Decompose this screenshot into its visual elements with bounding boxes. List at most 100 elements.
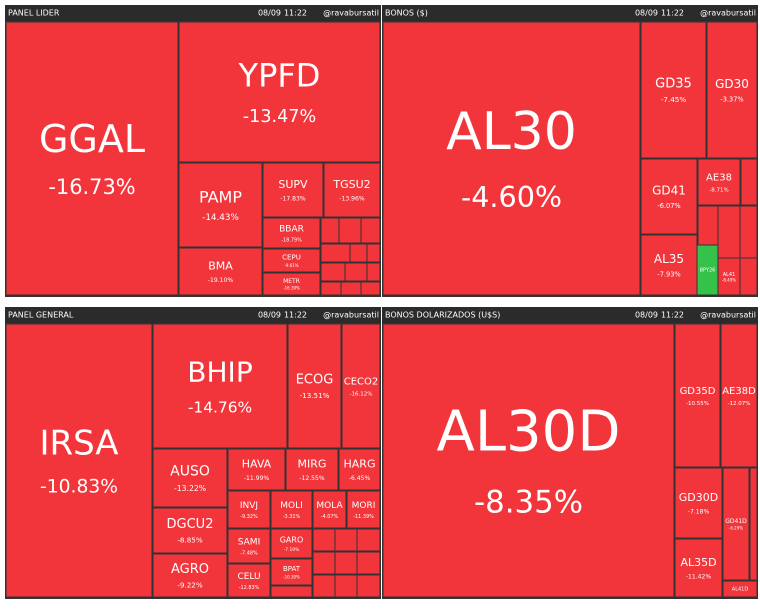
tile-label: AL30 bbox=[446, 102, 577, 162]
tile bbox=[674, 538, 723, 598]
tile-change: -3.31% bbox=[283, 514, 301, 520]
tile bbox=[341, 323, 381, 449]
small-tile bbox=[320, 217, 340, 244]
tile bbox=[227, 490, 271, 529]
tile bbox=[270, 490, 313, 529]
panel-title: BONOS ($) bbox=[385, 9, 428, 18]
tile bbox=[152, 507, 228, 554]
tile bbox=[640, 21, 707, 159]
tile-change: -7.45% bbox=[661, 95, 686, 104]
small-tile bbox=[270, 585, 313, 598]
small-tile bbox=[360, 217, 381, 244]
tile bbox=[722, 467, 750, 581]
tile-change: -8.35% bbox=[474, 485, 583, 521]
tile bbox=[227, 563, 271, 598]
small-tile bbox=[739, 257, 758, 296]
tile bbox=[338, 448, 381, 491]
tile bbox=[262, 248, 321, 273]
tile-label: SUPV bbox=[278, 178, 308, 191]
small-tile bbox=[356, 574, 381, 598]
tile bbox=[674, 323, 721, 468]
panel-header bbox=[5, 5, 381, 21]
tile-label: SAMI bbox=[238, 537, 260, 547]
small-tile bbox=[356, 551, 381, 575]
small-tile bbox=[320, 243, 351, 263]
tile-change: -13.96% bbox=[339, 196, 364, 203]
tile-label: AL35D bbox=[680, 556, 716, 569]
tile-change: -3.37% bbox=[720, 95, 743, 103]
tile-label: AL41 bbox=[723, 272, 736, 278]
small-tile bbox=[740, 158, 758, 206]
tile-change: -12.07% bbox=[728, 401, 751, 407]
tile-label: GD35 bbox=[655, 77, 692, 92]
panel-handle: @ravabursatil bbox=[323, 311, 379, 320]
tile bbox=[697, 158, 741, 206]
small-tile bbox=[366, 243, 381, 263]
tile bbox=[270, 558, 313, 586]
tile-change: -10.30% bbox=[283, 574, 300, 579]
tile-label: BPY26 bbox=[700, 268, 716, 274]
tile bbox=[287, 323, 342, 449]
panel-title: PANEL GENERAL bbox=[8, 311, 74, 320]
tile-label: HARG bbox=[344, 458, 376, 471]
tile-label: IRSA bbox=[39, 424, 118, 464]
tile-label: TGSU2 bbox=[332, 178, 370, 191]
tile-change: -4.60% bbox=[461, 180, 562, 214]
tile-change: -4.07% bbox=[321, 514, 339, 520]
tile-change: -14.76% bbox=[188, 398, 252, 416]
small-tile bbox=[312, 574, 336, 598]
tile-change: -7.18% bbox=[688, 509, 710, 516]
small-tile bbox=[338, 217, 362, 244]
tile-label: AGRO bbox=[171, 562, 209, 577]
tile-label: AE38D bbox=[722, 386, 756, 397]
tile bbox=[262, 272, 321, 296]
tile-change: -13.22% bbox=[174, 484, 206, 493]
tile bbox=[674, 467, 723, 539]
tile bbox=[152, 553, 228, 598]
tile-label: CELU bbox=[237, 572, 260, 582]
tile-label: BBAR bbox=[279, 224, 304, 234]
small-tile bbox=[360, 281, 381, 296]
tile-change: -10.55% bbox=[686, 401, 709, 407]
tile bbox=[323, 162, 381, 218]
tile bbox=[152, 448, 228, 508]
tile-change: -10.83% bbox=[40, 477, 118, 498]
tile-label: AL30D bbox=[437, 399, 621, 464]
tile-label: METR bbox=[283, 278, 300, 285]
tile bbox=[706, 21, 758, 159]
panel-handle: @ravabursatil bbox=[323, 9, 379, 18]
panel-date: 08/09 bbox=[635, 311, 658, 320]
tile-change: -16.39% bbox=[283, 286, 300, 291]
tile bbox=[262, 162, 324, 218]
tile-change: -8.49% bbox=[722, 277, 736, 282]
small-tile bbox=[340, 281, 362, 296]
tile-change: -17.83% bbox=[280, 196, 305, 203]
tile-label: AL35 bbox=[654, 252, 684, 266]
small-tile bbox=[312, 528, 336, 552]
panel-date: 08/09 bbox=[258, 311, 281, 320]
panel-handle: @ravabursatil bbox=[700, 311, 756, 320]
tile-change: -12.83% bbox=[239, 585, 260, 591]
tile-change: -8.85% bbox=[177, 536, 202, 545]
tile bbox=[178, 247, 263, 296]
tile-label: GARO bbox=[280, 535, 304, 544]
tile-label: YPFD bbox=[238, 57, 321, 95]
panel-date: 08/09 bbox=[258, 9, 281, 18]
small-tile bbox=[749, 467, 758, 581]
tile bbox=[270, 528, 313, 559]
small-tile bbox=[349, 243, 368, 263]
tile-label: PAMP bbox=[199, 187, 242, 206]
tile-change: -6.45% bbox=[349, 475, 371, 482]
tile-change: -9.22% bbox=[177, 581, 202, 590]
panel-time: 11:22 bbox=[284, 311, 307, 320]
tile bbox=[640, 234, 698, 296]
panel-header bbox=[5, 307, 381, 323]
small-tile bbox=[356, 528, 381, 552]
tile bbox=[382, 21, 641, 296]
tile bbox=[178, 162, 263, 248]
tile bbox=[262, 217, 321, 249]
small-tile bbox=[366, 262, 381, 282]
tile-change: -7.93% bbox=[657, 270, 680, 278]
tile-label: BPAT bbox=[283, 565, 301, 573]
small-tile bbox=[320, 262, 346, 282]
